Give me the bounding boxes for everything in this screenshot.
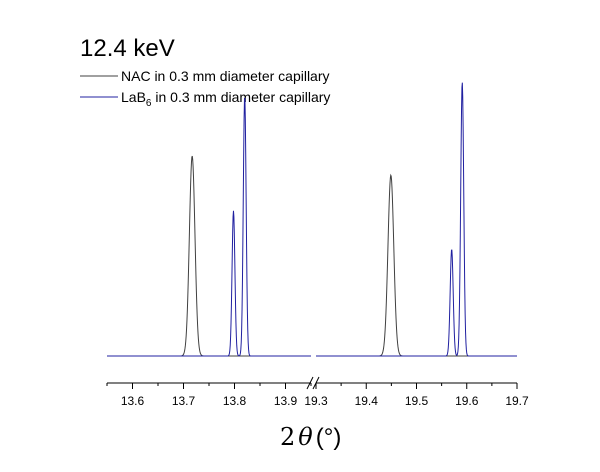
chart-title: 12.4 keV [80, 35, 175, 62]
x-axis-label-unit: (°) [316, 424, 342, 451]
legend-label-lab6: LaB6 in 0.3 mm diameter capillary [121, 89, 330, 109]
legend-label-nac: NAC in 0.3 mm diameter capillary [121, 68, 330, 84]
x-tick-label-19-7: 19.7 [505, 394, 529, 408]
x-tick-label-19-3: 19.3 [304, 394, 328, 408]
x-tick-label-19-4: 19.4 [355, 394, 379, 408]
series-layer [107, 82, 517, 357]
x-axis-label-prefix: 2 [280, 423, 295, 451]
x-tick-label-19-5: 19.5 [405, 394, 429, 408]
series-line-nac-segment-1 [107, 155, 311, 357]
x-tick-label-13-8: 13.8 [223, 394, 247, 408]
series-line-lab6-segment-1 [107, 97, 311, 357]
x-tick-label-19-6: 19.6 [455, 394, 479, 408]
axis-break-mark-1 [306, 376, 314, 390]
x-axis-label: 2 θ (°) [280, 423, 341, 451]
x-tick-label-13-9: 13.9 [274, 394, 298, 408]
legend-label-lab6-main: LaB [121, 89, 146, 105]
series-line-lab6-segment-2 [316, 82, 517, 357]
legend-label-lab6-sub: 6 [146, 98, 152, 109]
x-axis: 13.6 13.7 13.8 13.9 19.3 19.4 19.5 19.6 19.7 [106, 376, 529, 408]
x-axis-label-symbol: θ [298, 423, 313, 451]
series-line-nac-segment-2 [316, 173, 517, 357]
axis-break-mark-2 [312, 376, 320, 390]
legend-label-lab6-rest: in 0.3 mm diameter capillary [151, 89, 330, 105]
x-tick-label-13-6: 13.6 [121, 394, 145, 408]
legend: NAC in 0.3 mm diameter capillary LaB6 in… [80, 68, 330, 109]
x-tick-label-13-7: 13.7 [172, 394, 196, 408]
